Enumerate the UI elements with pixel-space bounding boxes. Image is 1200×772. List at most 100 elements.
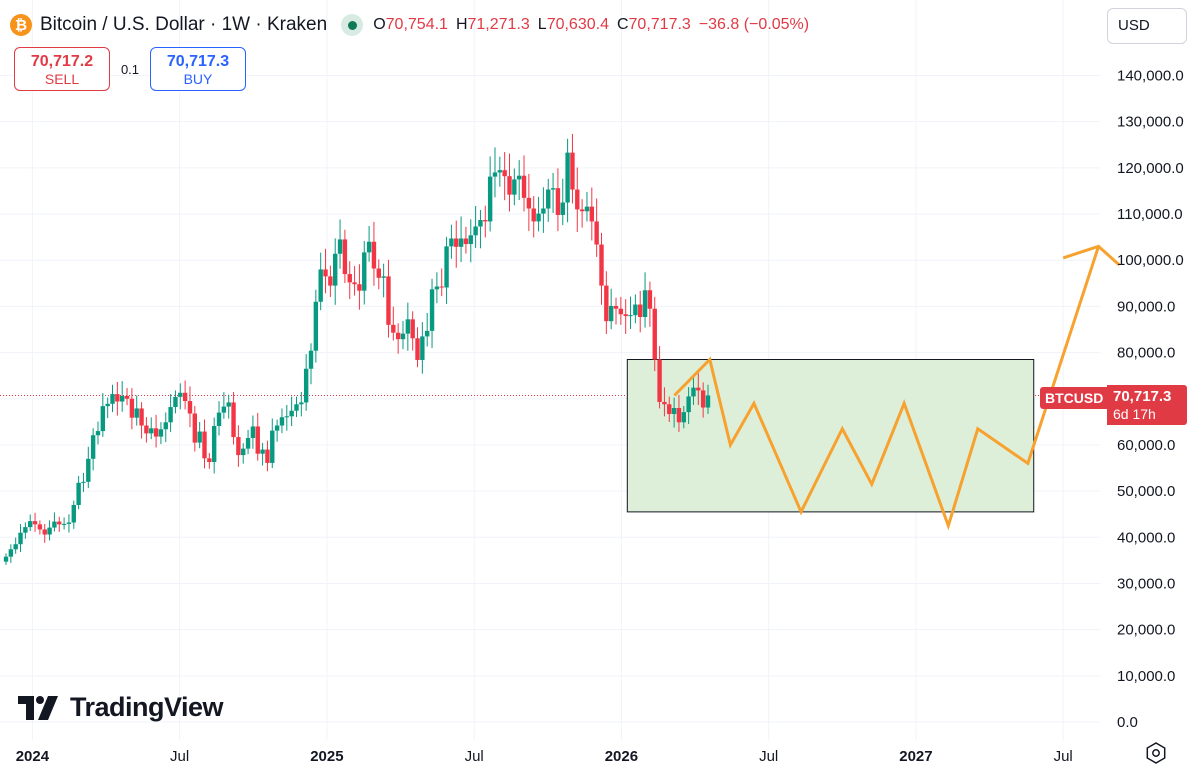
candle (299, 391, 304, 417)
candle (560, 178, 565, 226)
projection-path[interactable] (673, 245, 1100, 531)
candle (352, 266, 357, 296)
price-axis[interactable]: 0.0 10,000.0 20,000.0 30,000.0 40,000.0 50,00… (1117, 68, 1184, 732)
candle-body (579, 209, 585, 212)
candle (192, 406, 198, 452)
candle-body (376, 268, 381, 278)
candle (594, 198, 599, 257)
candle-body (216, 412, 222, 426)
candle-body (221, 406, 227, 413)
candle-body (420, 336, 425, 360)
candle (95, 421, 101, 445)
candle (221, 392, 227, 419)
candle-body (3, 556, 9, 562)
candle (584, 191, 590, 222)
gear-icon[interactable] (1144, 741, 1168, 765)
consolidation-range-box[interactable] (626, 358, 1035, 513)
candle-body (173, 396, 178, 408)
candle-body (444, 246, 449, 288)
candle (265, 440, 270, 472)
candle-body (667, 404, 672, 414)
candle-body (410, 319, 415, 339)
candle (492, 147, 498, 198)
candle-body (279, 417, 285, 426)
candle (42, 523, 47, 543)
candle-body (628, 315, 633, 317)
candle-body (182, 392, 188, 402)
candle-body (395, 332, 401, 340)
candle (163, 412, 168, 443)
sell-button[interactable]: 70,717.2 SELL (14, 47, 110, 91)
candle-body (357, 284, 362, 291)
tradingview-logo[interactable]: TradingView (18, 692, 224, 723)
candle (231, 391, 236, 445)
price-axis-tick-label: 100,000.0 (1117, 252, 1184, 269)
candle-body (565, 152, 570, 203)
candle-body (642, 290, 648, 318)
candle (90, 428, 96, 471)
candle (216, 401, 222, 436)
ohlc-values: O70,754.1 H71,271.3 L70,630.4 C70,717.3 … (373, 16, 809, 34)
candle (696, 372, 701, 406)
candle (647, 281, 653, 327)
candle-body (95, 431, 101, 436)
candle (420, 322, 425, 374)
candle-body (502, 170, 507, 177)
candle (700, 382, 706, 418)
candle-body (570, 152, 575, 190)
candle-body (178, 392, 183, 397)
time-axis-tick-label: Jul (1054, 748, 1073, 765)
candle (487, 156, 493, 232)
currency-selector[interactable]: USD (1107, 8, 1187, 44)
ohlc-open-value: 70,754.1 (385, 16, 448, 33)
ohlc-close-value: 70,717.3 (628, 16, 691, 33)
candle-body (124, 395, 130, 399)
candle-body (381, 276, 386, 278)
price-axis-tick-label: 30,000.0 (1117, 575, 1175, 592)
sell-price: 70,717.2 (30, 53, 94, 70)
symbol-header: ₿ Bitcoin / U.S. Dollar · 1W · Kraken O7… (10, 10, 809, 40)
candle (149, 417, 154, 440)
bar-countdown: 6d 17h (1113, 406, 1156, 422)
candle (23, 522, 28, 539)
candle (497, 156, 503, 187)
candle-body (497, 170, 503, 173)
candle-body (207, 458, 212, 463)
candle (371, 221, 377, 286)
candle-body (76, 482, 81, 505)
candle (105, 397, 110, 419)
candle-body (507, 176, 512, 195)
time-axis[interactable]: 2024 Jul 2025 Jul 2026 Jul 2027 Jul (16, 748, 1073, 765)
candle-body (90, 435, 96, 459)
candle-body (589, 206, 595, 222)
candle (468, 219, 473, 263)
candle (686, 387, 691, 424)
candle (357, 264, 362, 310)
candle (337, 219, 343, 269)
time-axis-tick-label: 2027 (899, 748, 932, 765)
tradingview-logo-text: TradingView (70, 692, 224, 722)
candle (478, 209, 483, 249)
price-axis-tick-label: 130,000.0 (1117, 114, 1184, 131)
candle-body (671, 407, 677, 414)
price-axis-tick-label: 50,000.0 (1117, 483, 1175, 500)
candle (173, 390, 178, 414)
market-status-icon[interactable] (341, 14, 364, 36)
candle (676, 394, 682, 432)
candle-body (270, 430, 275, 463)
candle-body (105, 403, 110, 407)
candle-body (584, 206, 590, 212)
price-axis-tick-label: 80,000.0 (1117, 345, 1175, 362)
candle (391, 306, 396, 341)
candle (662, 387, 667, 417)
candle (565, 138, 570, 223)
candlestick-series (3, 133, 711, 565)
symbol-title[interactable]: Bitcoin / U.S. Dollar · 1W · Kraken (40, 14, 328, 35)
candle (410, 311, 415, 351)
candle-body (81, 481, 86, 483)
candle (458, 216, 464, 263)
buy-button[interactable]: 70,717.3 BUY (150, 47, 246, 91)
candle-body (623, 314, 628, 317)
candle-body (560, 202, 565, 215)
